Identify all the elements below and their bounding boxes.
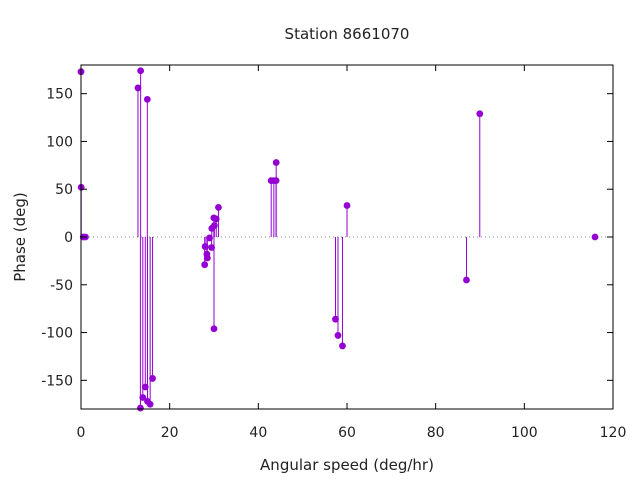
data-point <box>137 404 144 412</box>
data-point <box>463 276 470 284</box>
chart-title: Station 8661070 <box>285 25 410 43</box>
data-point <box>201 261 209 269</box>
x-tick-label: 80 <box>427 425 445 441</box>
y-tick-label: 50 <box>55 182 73 198</box>
data-point <box>212 215 220 223</box>
x-tick-label: 100 <box>511 425 538 441</box>
x-tick-label: 40 <box>249 425 267 441</box>
data-point <box>476 110 484 118</box>
y-tick-label: 0 <box>64 230 73 246</box>
data-point <box>139 394 147 401</box>
data-point <box>208 244 216 251</box>
data-point <box>137 67 145 75</box>
data-point <box>272 159 280 166</box>
data-point <box>146 400 154 408</box>
data-point <box>134 84 142 92</box>
data-point <box>210 325 218 333</box>
point-layer <box>77 67 599 412</box>
data-point <box>143 96 151 103</box>
y-tick-label: 150 <box>46 87 73 103</box>
x-tick-label: 60 <box>338 425 356 441</box>
x-tick-label: 120 <box>600 425 627 441</box>
y-tick-label: -50 <box>50 278 73 294</box>
data-point <box>210 222 218 229</box>
y-axis-title: Phase (deg) <box>11 192 29 282</box>
y-tick-label: 100 <box>46 134 73 150</box>
data-point <box>149 375 156 382</box>
data-point <box>343 202 351 209</box>
impulse-layer <box>80 70 481 409</box>
data-point <box>332 315 339 323</box>
data-point <box>215 203 222 211</box>
data-point <box>591 233 599 241</box>
x-tick-label: 20 <box>161 425 179 441</box>
data-point <box>272 177 280 185</box>
y-axis-ticks: -150 -100 -50 0 50 100 150 <box>41 87 613 389</box>
data-point <box>206 234 213 242</box>
x-axis-ticks: 0 20 40 60 80 100 120 <box>77 65 627 441</box>
data-point <box>203 254 211 262</box>
y-tick-label: -100 <box>41 326 73 342</box>
data-point <box>334 332 342 339</box>
data-point <box>339 342 346 350</box>
y-tick-label: -150 <box>41 373 73 389</box>
data-point <box>201 243 209 250</box>
x-axis-title: Angular speed (deg/hr) <box>260 456 434 474</box>
x-tick-label: 0 <box>77 425 86 441</box>
data-point <box>141 383 149 391</box>
